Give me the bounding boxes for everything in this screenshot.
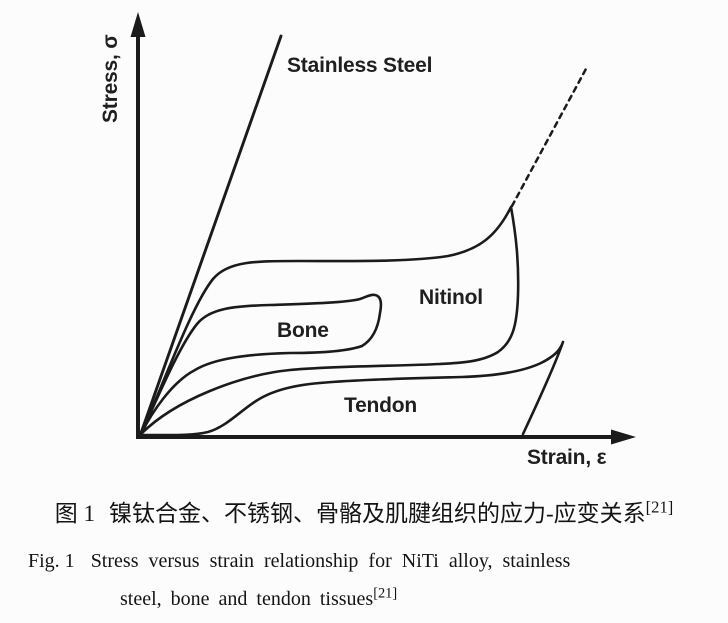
figure-caption-chinese: 图 1 镍钛合金、不锈钢、骨骼及肌腱组织的应力-应变关系[21] <box>0 494 728 528</box>
bone-loop <box>139 293 383 436</box>
figure-number-en: Fig. 1 <box>28 550 75 572</box>
nitinol-dashed-extension <box>510 65 589 208</box>
figure-caption-en-text-2: steel, bone and tendon tissues <box>120 588 374 610</box>
figure-caption-english-line2: steel, bone and tendon tissues[21] <box>120 585 398 611</box>
tendon-loop <box>139 340 565 437</box>
series-label-tendon: Tendon <box>344 394 418 417</box>
series-label-bone: Bone <box>277 319 329 342</box>
chart-canvas <box>130 12 636 445</box>
x-axis-arrowhead-icon <box>611 429 636 445</box>
citation-ref-en: [21] <box>373 585 398 602</box>
series-label-nitinol: Nitinol <box>419 286 483 309</box>
series-label-stainless-steel: Stainless Steel <box>287 54 433 77</box>
stress-strain-chart: Stress, σ Strain, ε Stainless Steel Niti… <box>99 12 636 469</box>
y-axis-arrowhead-icon <box>130 12 146 37</box>
figure-caption-cn-text: 镍钛合金、不锈钢、骨骼及肌腱组织的应力-应变关系 <box>109 501 646 526</box>
x-axis-label: Strain, ε <box>527 446 607 469</box>
figure-caption-en-text-1: Stress versus strain relationship for Ni… <box>90 550 571 572</box>
citation-ref-cn: [21] <box>645 497 674 517</box>
stainless-steel-line <box>139 34 283 435</box>
figure-number-cn: 图 1 <box>54 501 95 526</box>
nitinol-loop <box>139 205 520 436</box>
y-axis-label: Stress, σ <box>99 34 122 123</box>
figure-caption-english-line1: Fig. 1 Stress versus strain relationship … <box>28 550 704 573</box>
